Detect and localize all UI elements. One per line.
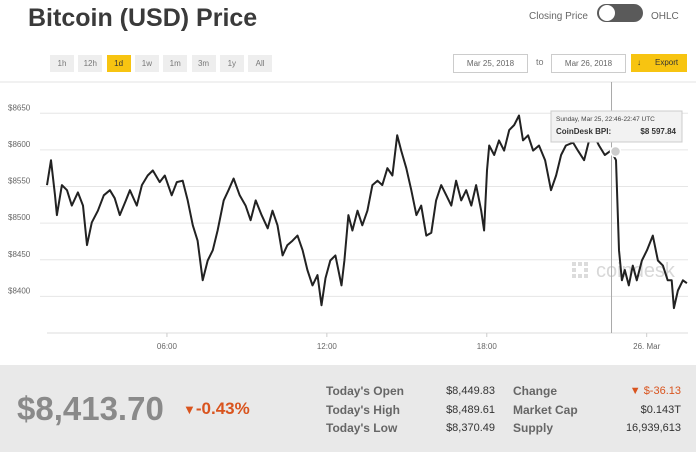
y-tick-label: $8550 [8, 177, 31, 186]
current-price: $8,413.70 [17, 390, 164, 427]
stat-label: Today's Open [326, 384, 404, 398]
stat-value: ▼ $-36.13 [629, 385, 681, 397]
range-button[interactable]: 3m [191, 55, 216, 72]
x-tick-label: 12:00 [317, 342, 338, 351]
toggle-knob [599, 5, 615, 21]
export-icon: ↓ [637, 58, 641, 67]
watermark-icon [572, 262, 576, 266]
tooltip-series: CoinDesk BPI: [556, 127, 611, 136]
stat-value: 16,939,613 [625, 422, 681, 434]
change-value: -0.43% [195, 399, 250, 418]
stat-label: Change [513, 384, 558, 398]
stat-value: $8,370.49 [446, 422, 495, 434]
watermark-icon [584, 268, 588, 272]
export-button[interactable]: ↓ Export [631, 54, 687, 72]
range-button[interactable]: All [248, 55, 273, 72]
stat-label: Today's Low [326, 421, 398, 435]
hover-point [609, 145, 622, 158]
watermark-icon [578, 262, 582, 266]
tooltip-value: $8 597.84 [640, 127, 676, 136]
watermark-icon [584, 262, 588, 266]
range-button[interactable]: 12h [78, 55, 103, 72]
watermark: coindesk [596, 260, 676, 282]
change-percent: ▼-0.43% [183, 399, 250, 419]
y-tick-label: $8600 [8, 140, 31, 149]
watermark-icon [584, 274, 588, 278]
range-button[interactable]: 1m [163, 55, 188, 72]
watermark-icon [572, 274, 576, 278]
export-label: Export [655, 58, 679, 67]
x-tick-label: 06:00 [157, 342, 178, 351]
date-input[interactable]: Mar 26, 2018 [551, 54, 626, 73]
stat-value: $8,449.83 [446, 385, 495, 397]
chart: $8400 $8450 $8500 $8550 $8600 $8650 06:00 12:00… [0, 81, 696, 351]
summary-panel [0, 365, 696, 452]
tooltip [550, 110, 683, 143]
stat-label: Today's High [326, 402, 400, 417]
date-separator: to [536, 57, 544, 67]
x-tick-label: 18:00 [477, 342, 498, 351]
down-arrow: ▼ [629, 385, 644, 397]
y-tick-label: $8500 [8, 213, 31, 222]
stat-label: Supply [513, 421, 554, 435]
page-title: Bitcoin (USD) Price [28, 4, 258, 32]
date-input[interactable]: Mar 25, 2018 [453, 54, 528, 73]
range-button[interactable]: 1h [50, 55, 74, 72]
price-line [46, 114, 688, 310]
range-button[interactable]: 1w [134, 55, 159, 72]
toggle-label[interactable]: Closing Price [529, 11, 588, 22]
y-tick-label: $8650 [8, 103, 31, 112]
stat-value: $8,489.61 [446, 403, 495, 416]
range-button[interactable]: 1y [219, 55, 244, 72]
stat-value: $0.143T [640, 403, 681, 416]
range-button[interactable]: 1d [106, 55, 131, 72]
y-tick-label: $8450 [8, 250, 31, 259]
stat-label: Market Cap [513, 402, 578, 417]
y-tick-label: $8400 [8, 286, 31, 295]
toggle-label[interactable]: OHLC [651, 11, 679, 22]
watermark-icon [578, 274, 582, 278]
x-tick-label: 26. Mar [633, 342, 660, 351]
down-arrow: ▼ [183, 402, 196, 417]
watermark-icon [572, 268, 576, 272]
tooltip-time: Sunday, Mar 25, 22:46-22:47 UTC [556, 116, 655, 123]
